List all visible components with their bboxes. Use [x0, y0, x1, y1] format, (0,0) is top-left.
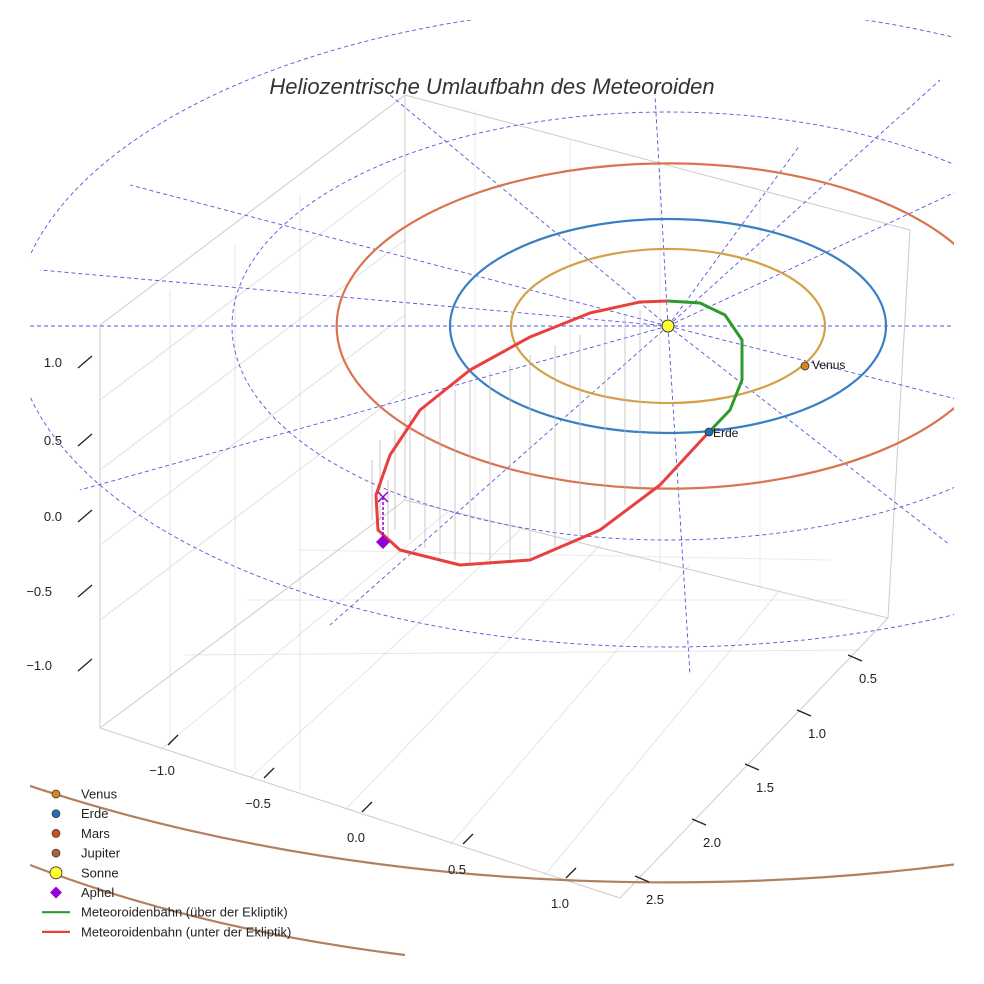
y-tick-mark-2 [796, 709, 812, 717]
legend-sonne-swatch [49, 866, 63, 880]
x-tick-mark-2 [263, 767, 275, 779]
legend-erde-swatch [51, 809, 61, 819]
y-tick-mark-1 [847, 654, 863, 662]
venus-label: Venus [812, 358, 845, 372]
x-tick-label-1: −1.0 [149, 763, 175, 778]
legend: Venus Erde Mars Jupiter Sonne Aphel Meteoroide… [42, 787, 291, 939]
y-tick-mark-5 [634, 875, 650, 883]
ecliptic-grid-ray-7 [329, 325, 669, 626]
z-tick-mark-3 [77, 509, 93, 523]
legend-jupiter-swatch [51, 848, 61, 858]
y-tick-mark-3 [744, 763, 760, 771]
ecliptic-grid-ray-11 [654, 94, 669, 327]
ecliptic-grid-ray-2 [667, 79, 941, 327]
orbit-venus [509, 247, 827, 405]
z-tick-mark-4 [77, 584, 93, 598]
z-tick-label-2: 0.5 [44, 433, 62, 448]
box-grid [99, 94, 911, 899]
z-tick-mark-1 [77, 355, 93, 369]
legend-meteoroidenbahn-über-der-ekliptik-label: Meteoroidenbahn (über der Ekliptik) [81, 905, 288, 920]
y-tick-mark-4 [691, 818, 707, 826]
orbit-jupiter [30, 784, 954, 884]
x-tick-mark-3 [361, 801, 373, 813]
z-tick-mark-5 [77, 658, 93, 672]
ecliptic-grid-ring-2 [231, 111, 954, 541]
x-tick-label-2: −0.5 [245, 796, 271, 811]
y-tick-label-1: 0.5 [859, 671, 877, 686]
legend-mars-label: Mars [81, 826, 110, 841]
legend-mars-swatch [51, 829, 61, 838]
orbit-mars [335, 162, 954, 490]
y-tick-label-5: 2.5 [646, 892, 664, 907]
z-tick-label-3: 0.0 [44, 509, 62, 524]
y-tick-label-2: 1.0 [808, 726, 826, 741]
markers: Venus Erde [376, 319, 845, 549]
x-tick-mark-4 [462, 833, 474, 845]
chart-title: Heliozentrische Umlaufbahn des Meteoroid… [269, 74, 714, 99]
legend-venus-swatch [51, 789, 61, 799]
planet-orbits [30, 162, 954, 957]
aphel-projection-x [377, 491, 389, 503]
ecliptic-grid-ray-12 [667, 144, 801, 327]
z-tick-mark-2 [77, 433, 93, 447]
legend-aphel-label: Aphel [81, 885, 114, 900]
legend-jupiter-label: Jupiter [81, 846, 121, 861]
sun-marker [661, 319, 675, 333]
orbit-erde [448, 217, 888, 435]
meteoroid-drop-lines [371, 310, 641, 565]
ecliptic-grid-ray-10 [129, 184, 669, 327]
z-tick-label-5: −1.0 [26, 658, 52, 673]
axis-ticks: 1.0 0.5 0.0 −0.5 −1.0 −1.0 −0.5 0.0 0.5 1.0 0.5 1.0… [26, 355, 877, 911]
x-tick-mark-5 [565, 867, 577, 879]
x-tick-label-3: 0.0 [347, 830, 365, 845]
x-tick-mark-1 [167, 734, 179, 746]
y-tick-label-3: 1.5 [756, 780, 774, 795]
legend-sonne-label: Sonne [81, 865, 119, 880]
aphel-marker [376, 535, 390, 549]
y-tick-label-4: 2.0 [703, 835, 721, 850]
meteoroid-orbit [374, 299, 744, 567]
ecliptic-grid-ray-6 [667, 325, 691, 676]
ecliptic-grid-ray-4 [667, 325, 954, 399]
erde-marker [704, 427, 714, 437]
legend-meteoroidenbahn-unter-der-ekliptik-label: Meteoroidenbahn (unter der Ekliptik) [81, 924, 291, 939]
legend-venus-label: Venus [81, 787, 118, 802]
ecliptic-grid-ray-9 [39, 269, 669, 327]
meteoroid-orbit-below [374, 299, 711, 567]
orbit-jupiter-arc [30, 863, 406, 957]
legend-erde-label: Erde [81, 806, 108, 821]
x-tick-label-5: 1.0 [551, 896, 569, 911]
ecliptic-grid [30, 20, 954, 676]
venus-marker [800, 361, 810, 371]
z-tick-label-4: −0.5 [26, 584, 52, 599]
legend-aphel-swatch [50, 886, 62, 899]
x-tick-label-4: 0.5 [448, 862, 466, 877]
z-tick-label-1: 1.0 [44, 355, 62, 370]
ecliptic-grid-ray-5 [667, 325, 951, 546]
ecliptic-grid-ray-3 [667, 192, 954, 327]
meteoroid-orbit-above [667, 299, 744, 434]
ecliptic-grid-ray-1 [389, 94, 669, 327]
erde-label: Erde [713, 426, 739, 440]
ecliptic-grid-ray-8 [79, 325, 669, 491]
